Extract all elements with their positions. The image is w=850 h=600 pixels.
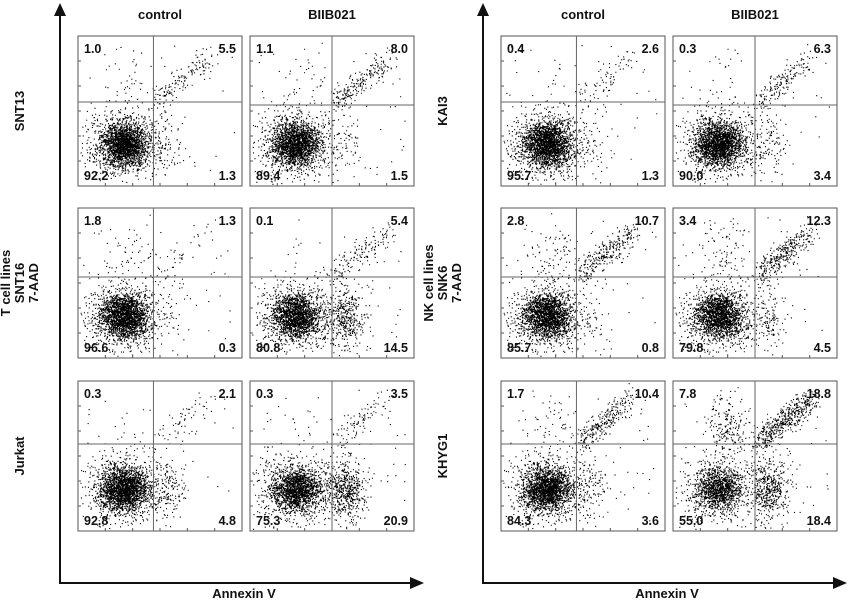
y-axis-arrow-icon <box>54 3 66 16</box>
quadrant-lower-right: 1.5 <box>391 169 408 183</box>
x-axis-label: Annexin V <box>212 586 276 600</box>
dot-layer <box>80 42 830 530</box>
quadrant-upper-left: 1.7 <box>507 387 524 401</box>
quadrant-lower-right: 1.3 <box>219 169 236 183</box>
column-header: control <box>138 7 182 22</box>
scatter-cloud <box>503 213 657 357</box>
quadrant-upper-right: 2.1 <box>219 387 236 401</box>
row-label: SNT13 <box>12 91 27 131</box>
column-header: BIIB021 <box>731 7 779 22</box>
y-axis-label: 7-AAD <box>26 263 41 303</box>
quadrant-upper-right: 18.8 <box>807 387 831 401</box>
scatter-points <box>80 392 234 530</box>
quadrant-lower-left: 92.8 <box>84 514 108 528</box>
quadrant-upper-left: 0.1 <box>256 214 273 228</box>
scatter-cloud <box>675 44 830 185</box>
quadrant-lower-left: 96.6 <box>84 341 108 355</box>
quadrant-lower-right: 4.5 <box>814 341 831 355</box>
scatter-points <box>675 216 823 357</box>
x-axis-arrow-icon <box>410 577 424 589</box>
column-header: control <box>561 7 605 22</box>
frame-layer <box>54 3 847 589</box>
quadrant-lower-right: 0.3 <box>219 341 236 355</box>
quadrant-lower-left: 90.0 <box>679 169 703 183</box>
quadrant-upper-left: 3.4 <box>679 214 696 228</box>
quadrant-upper-right: 2.6 <box>642 42 659 56</box>
quadrant-lower-left: 55.0 <box>679 514 703 528</box>
scatter-points <box>503 383 655 530</box>
scatter-points <box>675 44 830 185</box>
quadrant-upper-left: 0.4 <box>507 42 524 56</box>
group-label: NK cell lines <box>421 244 436 321</box>
scatter-points <box>252 219 402 357</box>
scatter-points <box>503 213 657 357</box>
quadrant-upper-right: 5.4 <box>391 214 408 228</box>
quadrant-upper-right: 1.3 <box>219 214 236 228</box>
x-axis-label: Annexin V <box>635 586 699 600</box>
row-label: KHYG1 <box>435 434 450 479</box>
quadrant-lower-left: 95.7 <box>507 169 531 183</box>
row-label: Jurkat <box>12 436 27 476</box>
scatter-points <box>675 387 829 530</box>
scatter-points <box>252 42 406 185</box>
quadrant-upper-left: 7.8 <box>679 387 696 401</box>
y-axis-label: 7-AAD <box>449 263 464 303</box>
panel-frame <box>500 35 666 187</box>
scatter-cloud <box>503 45 658 185</box>
quadrant-upper-right: 10.4 <box>635 387 659 401</box>
quadrant-upper-right: 8.0 <box>391 42 408 56</box>
scatter-cloud <box>252 389 406 530</box>
panel-frame <box>500 207 666 359</box>
quadrant-upper-left: 2.8 <box>507 214 524 228</box>
row-label: SNT16 <box>12 263 27 303</box>
scatter-points <box>80 45 235 184</box>
quadrant-upper-left: 1.0 <box>84 42 101 56</box>
column-header: BIIB021 <box>308 7 356 22</box>
quadrant-upper-left: 0.3 <box>679 42 696 56</box>
text-layer: Annexin V control BIIB021 T cell lines 7-AAD… <box>0 7 831 600</box>
row-label: SNK6 <box>435 266 450 301</box>
quadrant-upper-right: 12.3 <box>807 214 831 228</box>
x-axis-arrow-icon <box>833 577 847 589</box>
scatter-cloud <box>503 383 655 530</box>
quadrant-lower-left: 80.8 <box>256 341 280 355</box>
quadrant-upper-left: 0.3 <box>84 387 101 401</box>
quadrant-upper-right: 3.5 <box>391 387 408 401</box>
scatter-cloud <box>80 214 231 357</box>
scatter-points <box>80 214 231 357</box>
quadrant-lower-right: 3.6 <box>642 514 659 528</box>
panel-frame <box>77 207 243 359</box>
quadrant-lower-left: 85.7 <box>507 341 531 355</box>
quadrant-lower-right: 18.4 <box>807 514 831 528</box>
scatter-cloud <box>80 392 234 530</box>
scatter-cloud <box>675 216 823 357</box>
y-axis-arrow-icon <box>477 3 489 16</box>
quadrant-upper-right: 10.7 <box>635 214 659 228</box>
quadrant-lower-right: 4.8 <box>219 514 236 528</box>
scatter-cloud <box>252 42 406 185</box>
quadrant-upper-left: 1.8 <box>84 214 101 228</box>
quadrant-lower-left: 89.4 <box>256 169 280 183</box>
scatter-points <box>252 389 406 530</box>
quadrant-upper-right: 6.3 <box>814 42 831 56</box>
quadrant-upper-left: 1.1 <box>256 42 273 56</box>
quadrant-upper-right: 5.5 <box>219 42 236 56</box>
row-label: KAI3 <box>435 96 450 126</box>
quadrant-lower-left: 84.3 <box>507 514 531 528</box>
quadrant-lower-right: 3.4 <box>814 169 831 183</box>
quadrant-lower-left: 79.8 <box>679 341 703 355</box>
group-label: T cell lines <box>0 250 13 316</box>
quadrant-lower-right: 20.9 <box>384 514 408 528</box>
scatter-cloud <box>675 387 829 530</box>
quadrant-lower-left: 75.3 <box>256 514 280 528</box>
scatter-points <box>503 45 658 185</box>
quadrant-upper-left: 0.3 <box>256 387 273 401</box>
scatter-cloud <box>80 45 235 184</box>
quadrant-lower-right: 1.3 <box>642 169 659 183</box>
quadrant-lower-right: 14.5 <box>384 341 408 355</box>
scatter-cloud <box>252 219 402 357</box>
quadrant-lower-right: 0.8 <box>642 341 659 355</box>
quadrant-lower-left: 92.2 <box>84 169 108 183</box>
